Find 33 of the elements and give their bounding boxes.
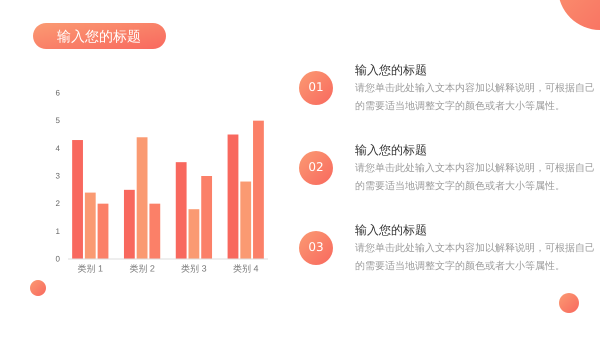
y-tick-label: 0 xyxy=(56,254,61,264)
bar xyxy=(98,204,108,259)
text: 请您单击此处输入文本内容加以解释说明，可根据自己的需要适当地调整文字的颜色或者大小等属性。 xyxy=(355,242,596,274)
bar xyxy=(176,162,187,259)
bar xyxy=(124,190,135,259)
y-tick-label: 4 xyxy=(56,144,61,153)
bar xyxy=(136,137,148,259)
text: 01 xyxy=(307,80,325,94)
bar xyxy=(253,120,264,259)
bar xyxy=(188,209,200,259)
bar xyxy=(201,176,212,259)
bar xyxy=(72,140,83,259)
text: 请您单击此处输入文本内容加以解释说明，可根据自己的需要适当地调整文字的颜色或者大小等属性。 xyxy=(355,162,596,194)
bar xyxy=(240,182,252,259)
x-tick-label: 类别 3 xyxy=(181,263,207,274)
text: 输入您的标题 xyxy=(355,222,427,239)
bar xyxy=(84,192,96,259)
text: 请您单击此处输入文本内容加以解释说明，可根据自己的需要适当地调整文字的颜色或者大小等属性。 xyxy=(355,82,596,114)
x-tick-label: 类别 2 xyxy=(129,263,155,274)
y-tick-label: 3 xyxy=(56,172,61,181)
text: 输入您的标题 xyxy=(355,62,427,79)
y-tick-label: 6 xyxy=(56,88,61,98)
y-tick-label: 5 xyxy=(56,116,61,126)
bar xyxy=(228,134,238,259)
text: 02 xyxy=(307,160,325,174)
chart-title: 输入您的标题 xyxy=(57,29,141,45)
y-tick-label: 2 xyxy=(56,199,61,208)
y-tick-label: 1 xyxy=(56,226,61,236)
text: 03 xyxy=(307,240,325,254)
text: 输入您的标题 xyxy=(355,142,427,159)
x-tick-label: 类别 1 xyxy=(78,263,104,274)
x-tick-label: 类别 4 xyxy=(232,263,258,274)
bar xyxy=(149,204,160,259)
